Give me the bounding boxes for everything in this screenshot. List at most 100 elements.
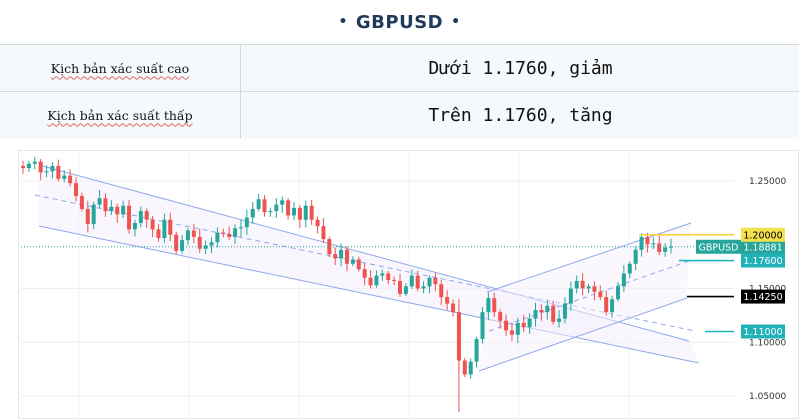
page-title: • GBPUSD •: [0, 0, 799, 44]
scenario-row-high: Kịch bản xác suất cao Dưới 1.1760, giảm: [0, 45, 799, 92]
descending-channel-bottom: [38, 225, 700, 364]
candle: [651, 243, 656, 245]
candle: [539, 310, 544, 313]
candle: [451, 303, 456, 313]
candle: [462, 360, 467, 375]
candle: [144, 211, 149, 220]
candle: [50, 165, 55, 172]
y-tick-label: 1.15000: [749, 285, 786, 295]
candle: [321, 226, 326, 240]
candle: [574, 280, 579, 289]
current-price-label: 1.18881: [743, 242, 782, 253]
candle: [156, 229, 161, 238]
candle: [657, 243, 662, 252]
price-chart[interactable]: 1.25000 1.15000 1.10000 1.05000 GBPUSD 1.1888…: [18, 150, 799, 419]
current-symbol-label: GBPUSD: [699, 242, 739, 253]
candle: [339, 249, 344, 259]
candle: [221, 232, 226, 234]
candle: [498, 312, 503, 321]
y-tick-label: 1.10000: [749, 338, 786, 348]
candle: [79, 196, 84, 209]
chart-canvas[interactable]: 1.25000 1.15000 1.10000 1.05000 GBPUSD 1.1888…: [19, 151, 799, 419]
level-price-tag: [741, 289, 785, 304]
candle: [386, 273, 391, 280]
candle: [533, 310, 538, 319]
candle: [256, 199, 261, 209]
scenario-label-low: Kịch bản xác suất thấp: [0, 92, 241, 138]
candle: [445, 297, 450, 304]
current-symbol-tag: [696, 239, 741, 254]
candle: [115, 206, 120, 215]
level-price-tag: [741, 253, 785, 268]
candle: [333, 254, 338, 259]
candle: [250, 208, 255, 218]
candle: [262, 199, 267, 213]
candle: [421, 286, 426, 289]
y-tick-label: 1.05000: [749, 392, 786, 402]
candle: [91, 204, 96, 224]
level-price-tag: [741, 227, 785, 242]
candle: [85, 208, 90, 224]
candle: [645, 236, 650, 245]
candle: [203, 245, 208, 249]
candle: [639, 236, 644, 250]
candle: [509, 330, 514, 335]
candle: [233, 228, 238, 237]
candle: [557, 318, 562, 322]
candle: [515, 322, 520, 335]
candle: [486, 298, 491, 313]
candle: [274, 204, 279, 212]
candle: [168, 219, 173, 235]
candle: [586, 286, 591, 289]
candle: [615, 286, 620, 300]
scenario-value-low: Trên 1.1760, tăng: [428, 104, 613, 126]
candle: [97, 198, 102, 205]
candle: [209, 242, 214, 246]
title-dot-left: •: [338, 14, 348, 30]
candle: [121, 205, 126, 215]
candle: [527, 318, 532, 328]
candle: [280, 200, 285, 205]
candle: [215, 232, 220, 243]
candle: [374, 275, 379, 286]
candle: [604, 297, 609, 313]
candle: [433, 277, 438, 285]
candle: [409, 275, 414, 287]
candle: [286, 200, 291, 216]
candle: [580, 280, 585, 289]
y-tick-label: 1.25000: [749, 177, 786, 187]
candle: [103, 198, 108, 212]
candle: [227, 233, 232, 237]
level-price-label: 1.17600: [743, 256, 782, 267]
candle: [56, 165, 61, 179]
candle: [415, 275, 420, 289]
candle: [398, 280, 403, 294]
candle: [592, 286, 597, 292]
candle: [598, 291, 603, 298]
candle: [138, 211, 143, 223]
candle: [327, 239, 332, 255]
level-price-label: 1.14250: [743, 292, 782, 303]
candle: [32, 161, 37, 164]
candle: [68, 175, 73, 184]
candle: [392, 279, 397, 281]
level-price-tag: [741, 324, 785, 339]
candle: [345, 249, 349, 264]
candle: [180, 240, 185, 251]
candle: [62, 175, 67, 179]
candle: [350, 259, 355, 264]
candle: [468, 361, 473, 375]
scenario-value-high: Dưới 1.1760, giảm: [428, 57, 613, 79]
candle: [303, 205, 308, 220]
candle: [474, 339, 479, 362]
candle: [297, 207, 302, 220]
level-price-label: 1.11000: [743, 327, 782, 338]
scenario-table: Kịch bản xác suất cao Dưới 1.1760, giảm …: [0, 44, 799, 139]
candle: [197, 236, 202, 249]
candle: [504, 320, 509, 331]
candle: [368, 277, 373, 286]
candle: [26, 163, 31, 169]
candle: [521, 322, 526, 328]
candle: [439, 284, 444, 298]
candle: [362, 269, 367, 278]
